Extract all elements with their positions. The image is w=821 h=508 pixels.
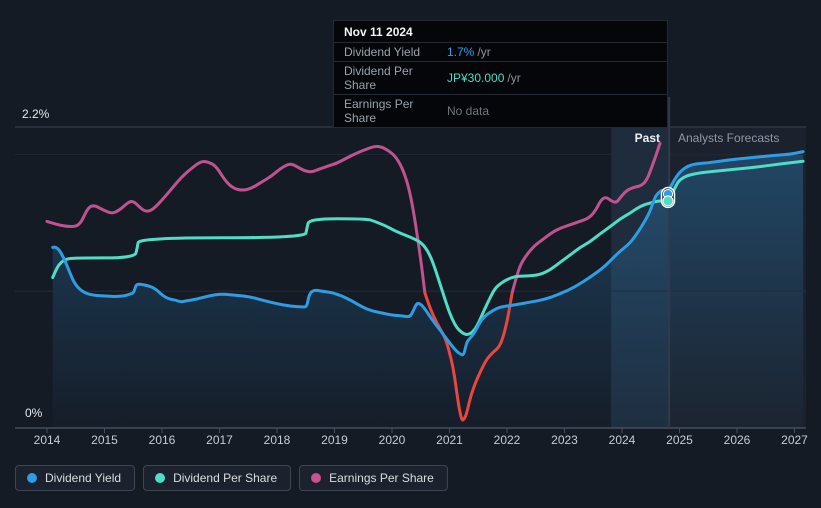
- tooltip-row-value: JP¥30.000: [447, 71, 505, 85]
- past-zone-label: Past: [634, 131, 660, 145]
- legend-color-dot: [311, 473, 322, 483]
- x-axis-label-2023: 2023: [551, 433, 578, 447]
- legend-color-dot: [27, 473, 37, 483]
- legend-item-dividend-yield[interactable]: Dividend Yield: [15, 465, 136, 491]
- tooltip-row-0: Dividend Yield 1.7%/yr: [334, 42, 667, 61]
- x-axis-label-2015: 2015: [91, 433, 118, 447]
- legend-label: Dividend Per Share: [173, 471, 278, 485]
- x-axis-label-2019: 2019: [321, 433, 348, 447]
- legend-item-dividend-per-share[interactable]: Dividend Per Share: [143, 465, 292, 491]
- earnings-per-share-line-seg2: [510, 141, 662, 295]
- legend-color-dot: [155, 473, 166, 483]
- tooltip-row-label: Earnings Per Share: [344, 97, 414, 125]
- x-axis-label-2026: 2026: [723, 433, 751, 447]
- legend-label: Dividend Yield: [45, 471, 122, 485]
- tooltip-row-label: Dividend Yield: [344, 45, 421, 59]
- x-axis-label-2016: 2016: [148, 433, 176, 447]
- forecast-zone-label: Analysts Forecasts: [678, 131, 780, 145]
- tooltip-row-unit: /yr: [477, 45, 491, 59]
- x-axis-label-2020: 2020: [378, 433, 406, 447]
- x-axis-label-2017: 2017: [206, 433, 233, 447]
- tooltip-row-2: Earnings Per Share No data: [334, 94, 667, 127]
- legend-item-earnings-per-share[interactable]: Earnings Per Share: [299, 465, 448, 491]
- x-axis-label-2014: 2014: [33, 433, 61, 447]
- legend-label: Earnings Per Share: [329, 471, 434, 485]
- dividend-per-share-marker[interactable]: [662, 195, 674, 207]
- x-axis-label-2018: 2018: [263, 433, 291, 447]
- chart-legend: Dividend Yield Dividend Per Share Earnings…: [15, 465, 448, 491]
- tooltip-row-unit: /yr: [507, 71, 521, 85]
- hover-highlight-band: [611, 127, 670, 428]
- x-axis-label-2025: 2025: [666, 433, 693, 447]
- tooltip-date: Nov 11 2024: [344, 25, 413, 39]
- tooltip-row-value: No data: [447, 104, 490, 118]
- tooltip-row-value: 1.7%: [447, 45, 475, 59]
- tooltip-row-label: Dividend Per Share: [344, 64, 413, 92]
- x-axis-label-2021: 2021: [436, 433, 463, 447]
- x-axis-label-2024: 2024: [608, 433, 636, 447]
- dividend-yield-line: [51, 150, 805, 357]
- x-axis-label-2022: 2022: [493, 433, 521, 447]
- earnings-per-share-line-seg0: [45, 144, 427, 295]
- y-axis-min-label: 0%: [25, 406, 43, 420]
- tooltip-row-1: Dividend Per Share JP¥30.000/yr: [334, 61, 667, 94]
- x-axis-label-2027: 2027: [781, 433, 808, 447]
- dividend-yield-area: [52, 151, 804, 428]
- y-axis-max-label: 2.2%: [22, 107, 50, 121]
- chart-tooltip: Nov 11 2024 Dividend Yield 1.7%/yr Dividen…: [333, 20, 668, 128]
